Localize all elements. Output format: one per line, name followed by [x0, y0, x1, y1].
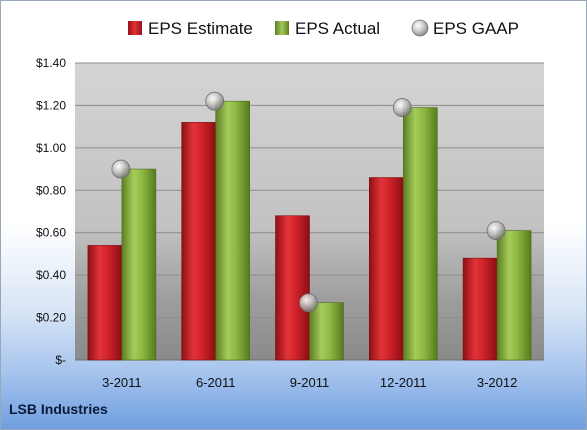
x-tick-label: 9-2011 [290, 375, 330, 390]
y-tick-label: $0.20 [36, 311, 66, 325]
point-eps-gaap [486, 221, 506, 240]
point-eps-gaap [111, 159, 131, 179]
legend-item-eps-actual-swatch [275, 21, 289, 35]
bar-eps-estimate [275, 215, 310, 361]
bar-eps-actual [402, 107, 438, 361]
y-tick-label: $0.60 [36, 226, 66, 240]
bar-eps-actual [121, 168, 157, 361]
point-eps-gaap [392, 98, 412, 117]
legend-item-eps-actual-label: EPS Actual [295, 19, 380, 38]
y-tick-label: $1.20 [36, 98, 66, 112]
bar-eps-actual [215, 100, 250, 361]
x-tick-label: 3-2012 [477, 375, 517, 390]
legend-item-eps-estimate-swatch [128, 21, 142, 35]
company-name: LSB Industries [9, 401, 108, 417]
y-tick-label: $0.80 [36, 183, 66, 197]
point-eps-gaap [205, 91, 225, 111]
bar-eps-estimate [462, 257, 498, 361]
y-tick-label: $0.40 [36, 268, 66, 282]
y-tick-label: $1.00 [36, 141, 66, 155]
legend-item-eps-estimate-label: EPS Estimate [148, 19, 253, 38]
point-eps-gaap [299, 293, 318, 313]
x-tick-label: 6-2011 [196, 375, 236, 390]
bar-eps-actual [496, 230, 532, 361]
y-tick-label: $- [55, 353, 66, 367]
x-tick-label: 12-2011 [380, 375, 427, 390]
legend: EPS Estimate EPS Actual EPS GAAP [128, 19, 519, 38]
bar-eps-estimate [87, 245, 123, 361]
y-tick-label: $1.40 [36, 56, 66, 70]
legend-item-eps-gaap-swatch [411, 19, 429, 37]
legend-item-eps-gaap-label: EPS GAAP [433, 19, 519, 38]
bar-eps-estimate [181, 122, 216, 361]
x-tick-label: 3-2011 [102, 375, 142, 390]
bar-eps-actual [309, 302, 344, 361]
bar-eps-estimate [368, 177, 404, 361]
